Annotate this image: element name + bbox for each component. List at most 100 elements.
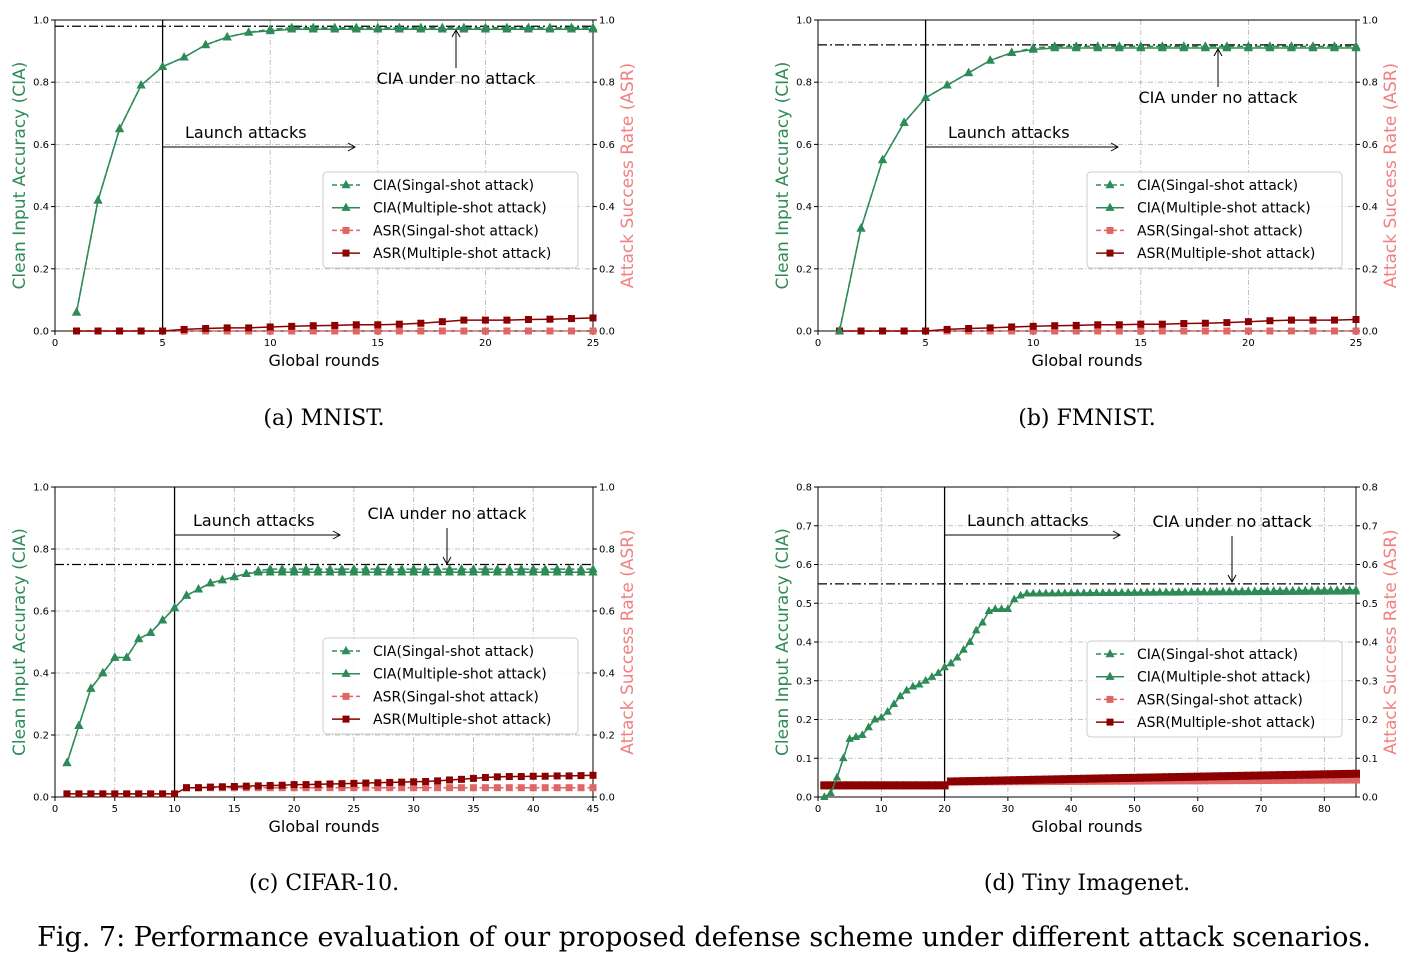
data-point bbox=[1060, 775, 1069, 784]
y-tick-label-left: 0.8 bbox=[33, 78, 49, 89]
data-point bbox=[921, 781, 930, 790]
y-tick-label-right: 0.0 bbox=[1362, 327, 1378, 338]
data-point bbox=[480, 567, 490, 576]
cia-under-no-attack-label: CIA under no attack bbox=[376, 69, 536, 88]
data-point bbox=[1351, 42, 1361, 52]
data-point bbox=[1219, 772, 1228, 781]
data-point bbox=[73, 327, 81, 335]
data-point bbox=[193, 584, 204, 593]
data-point bbox=[137, 327, 145, 335]
data-point bbox=[959, 777, 968, 786]
data-point bbox=[434, 777, 442, 785]
data-point bbox=[589, 784, 597, 792]
data-point bbox=[858, 730, 867, 738]
subfigure-caption: (d) Tiny Imagenet. bbox=[984, 871, 1190, 896]
data-point bbox=[1287, 316, 1295, 324]
no-attack-arrowhead bbox=[1227, 574, 1237, 584]
data-point bbox=[481, 327, 489, 335]
data-point bbox=[422, 784, 430, 792]
data-point bbox=[1352, 327, 1360, 335]
legend-entry-label: ASR(Multiple-shot attack) bbox=[1137, 715, 1315, 731]
series-cia-multiple-shot-attack- bbox=[834, 42, 1361, 335]
data-point bbox=[362, 784, 370, 792]
data-point bbox=[241, 568, 251, 578]
data-point bbox=[1193, 772, 1202, 781]
data-point bbox=[1016, 776, 1025, 785]
data-point bbox=[978, 617, 987, 626]
data-point bbox=[883, 707, 892, 715]
data-point bbox=[1263, 771, 1272, 780]
data-point bbox=[889, 781, 898, 790]
data-point bbox=[877, 781, 886, 790]
data-point bbox=[1244, 318, 1252, 326]
data-point bbox=[277, 567, 287, 576]
data-point bbox=[1094, 321, 1102, 329]
data-point bbox=[504, 567, 514, 576]
legend-marker bbox=[342, 715, 350, 723]
data-point bbox=[1275, 587, 1285, 595]
data-point bbox=[123, 790, 131, 798]
data-point bbox=[523, 24, 533, 33]
data-point bbox=[352, 321, 360, 329]
data-point bbox=[1263, 587, 1272, 596]
data-point bbox=[183, 784, 191, 792]
data-point bbox=[991, 604, 1000, 612]
data-point bbox=[181, 590, 192, 599]
data-point bbox=[1244, 776, 1253, 785]
y-axis-label-right: Attack Success Rate (ASR) bbox=[618, 63, 638, 288]
data-point bbox=[481, 784, 489, 792]
y-tick-label-right: 0.2 bbox=[1362, 264, 1378, 275]
data-point bbox=[943, 325, 951, 333]
y-tick-label-right: 0.0 bbox=[599, 327, 615, 338]
data-point bbox=[202, 325, 210, 333]
data-point bbox=[934, 668, 943, 676]
data-point bbox=[1330, 327, 1338, 335]
data-point bbox=[1003, 604, 1012, 612]
data-point bbox=[309, 322, 317, 330]
data-point bbox=[1073, 588, 1082, 597]
data-point bbox=[1111, 774, 1120, 783]
data-point bbox=[481, 773, 489, 781]
data-point bbox=[1326, 770, 1335, 779]
data-point bbox=[553, 784, 561, 792]
legend: CIA(Singal-shot attack) CIA(Multiple-shot… bbox=[322, 637, 579, 735]
data-point bbox=[147, 790, 155, 798]
data-point bbox=[301, 567, 311, 576]
x-tick-label: 30 bbox=[1002, 804, 1015, 815]
y-tick-label-right: 0.7 bbox=[1362, 521, 1378, 532]
series-asr-multiple-shot-attack- bbox=[820, 769, 1360, 790]
data-point bbox=[940, 781, 949, 790]
data-point bbox=[480, 24, 490, 33]
data-point bbox=[953, 652, 962, 661]
legend-entry-label: ASR(Multiple-shot attack) bbox=[1137, 246, 1315, 262]
data-point bbox=[394, 24, 404, 33]
data-point bbox=[1309, 316, 1317, 324]
data-point bbox=[1010, 776, 1019, 785]
data-point bbox=[1117, 588, 1126, 596]
data-point bbox=[870, 714, 880, 723]
data-point bbox=[1276, 775, 1285, 784]
launch-attacks-arrowhead bbox=[347, 142, 357, 152]
data-point bbox=[350, 784, 358, 792]
data-point bbox=[1200, 772, 1209, 781]
data-point bbox=[1266, 317, 1274, 325]
data-point bbox=[1295, 775, 1304, 784]
data-point bbox=[1187, 587, 1196, 596]
data-point bbox=[1243, 42, 1253, 52]
y-tick-label-right: 0.4 bbox=[1362, 202, 1378, 213]
data-point bbox=[946, 777, 955, 786]
y-tick-label-left: 0.2 bbox=[796, 715, 812, 726]
data-point bbox=[864, 722, 873, 731]
data-point bbox=[934, 781, 943, 790]
data-point bbox=[459, 24, 469, 33]
data-point bbox=[1352, 775, 1360, 784]
data-point bbox=[832, 772, 842, 781]
series-asr-multiple-shot-attack- bbox=[63, 771, 597, 798]
data-point bbox=[170, 602, 180, 612]
data-point bbox=[908, 781, 917, 790]
data-point bbox=[524, 315, 532, 323]
data-point bbox=[946, 658, 956, 667]
legend-marker bbox=[341, 668, 351, 677]
data-point bbox=[1199, 587, 1209, 596]
y-tick-label-left: 0.0 bbox=[33, 793, 49, 804]
